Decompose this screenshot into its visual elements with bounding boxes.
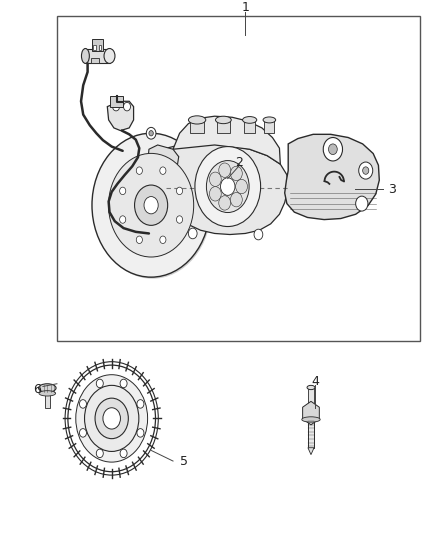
Circle shape bbox=[144, 197, 158, 214]
Text: 2: 2 bbox=[235, 156, 243, 169]
Text: 4: 4 bbox=[311, 375, 319, 387]
Circle shape bbox=[177, 187, 183, 195]
Circle shape bbox=[96, 379, 103, 387]
Text: 1: 1 bbox=[241, 2, 249, 14]
Circle shape bbox=[160, 167, 166, 174]
Ellipse shape bbox=[39, 391, 56, 396]
Ellipse shape bbox=[307, 385, 315, 390]
Ellipse shape bbox=[39, 384, 56, 392]
Circle shape bbox=[219, 196, 230, 210]
Bar bbox=[191, 118, 204, 133]
Circle shape bbox=[79, 400, 86, 408]
Circle shape bbox=[136, 167, 142, 174]
Circle shape bbox=[120, 187, 126, 195]
Circle shape bbox=[120, 379, 127, 387]
Text: 6: 6 bbox=[33, 383, 41, 395]
Circle shape bbox=[65, 362, 158, 475]
Circle shape bbox=[195, 147, 261, 227]
Text: 5: 5 bbox=[180, 455, 188, 467]
Bar bbox=[110, 96, 123, 107]
Circle shape bbox=[363, 167, 369, 174]
Bar bbox=[308, 387, 314, 408]
Ellipse shape bbox=[263, 117, 276, 123]
Circle shape bbox=[120, 449, 127, 458]
Circle shape bbox=[188, 228, 197, 239]
Circle shape bbox=[109, 154, 194, 257]
Circle shape bbox=[359, 162, 373, 179]
Ellipse shape bbox=[188, 116, 206, 124]
Circle shape bbox=[92, 133, 210, 277]
Bar bbox=[93, 45, 96, 50]
Circle shape bbox=[221, 178, 235, 196]
Circle shape bbox=[124, 102, 131, 111]
Bar bbox=[91, 58, 99, 63]
Ellipse shape bbox=[302, 417, 320, 422]
Circle shape bbox=[230, 166, 242, 181]
Polygon shape bbox=[308, 448, 314, 455]
Circle shape bbox=[219, 163, 230, 177]
Circle shape bbox=[120, 216, 126, 223]
Circle shape bbox=[209, 172, 221, 187]
Circle shape bbox=[137, 400, 144, 408]
Polygon shape bbox=[148, 145, 179, 172]
Bar bbox=[45, 392, 50, 408]
Circle shape bbox=[76, 375, 148, 462]
Circle shape bbox=[356, 196, 368, 211]
Bar bbox=[85, 49, 110, 63]
Circle shape bbox=[113, 102, 120, 111]
Polygon shape bbox=[107, 101, 134, 131]
Circle shape bbox=[137, 429, 144, 437]
Bar bbox=[244, 118, 255, 133]
Circle shape bbox=[93, 135, 212, 279]
Circle shape bbox=[95, 398, 128, 439]
Bar bbox=[308, 418, 314, 448]
Bar bbox=[92, 39, 103, 51]
Circle shape bbox=[96, 449, 103, 458]
Ellipse shape bbox=[243, 117, 257, 123]
Circle shape bbox=[328, 144, 337, 155]
Circle shape bbox=[236, 179, 247, 193]
Text: 3: 3 bbox=[388, 183, 396, 196]
Circle shape bbox=[206, 160, 249, 213]
Circle shape bbox=[254, 229, 263, 240]
Circle shape bbox=[230, 192, 242, 207]
Bar bbox=[57, 16, 420, 341]
Bar bbox=[265, 118, 274, 133]
Circle shape bbox=[149, 131, 153, 136]
Circle shape bbox=[160, 236, 166, 244]
Circle shape bbox=[146, 127, 156, 139]
Ellipse shape bbox=[215, 116, 231, 124]
Circle shape bbox=[209, 187, 221, 201]
Polygon shape bbox=[173, 116, 280, 164]
Circle shape bbox=[323, 138, 343, 161]
Circle shape bbox=[177, 216, 183, 223]
Polygon shape bbox=[162, 143, 288, 235]
Ellipse shape bbox=[104, 49, 115, 63]
Bar bbox=[99, 45, 101, 50]
Circle shape bbox=[103, 408, 120, 429]
Ellipse shape bbox=[81, 49, 89, 63]
Circle shape bbox=[136, 236, 142, 244]
Circle shape bbox=[85, 385, 139, 451]
Polygon shape bbox=[285, 134, 379, 220]
Circle shape bbox=[79, 429, 86, 437]
Bar bbox=[217, 118, 230, 133]
Circle shape bbox=[134, 185, 168, 225]
